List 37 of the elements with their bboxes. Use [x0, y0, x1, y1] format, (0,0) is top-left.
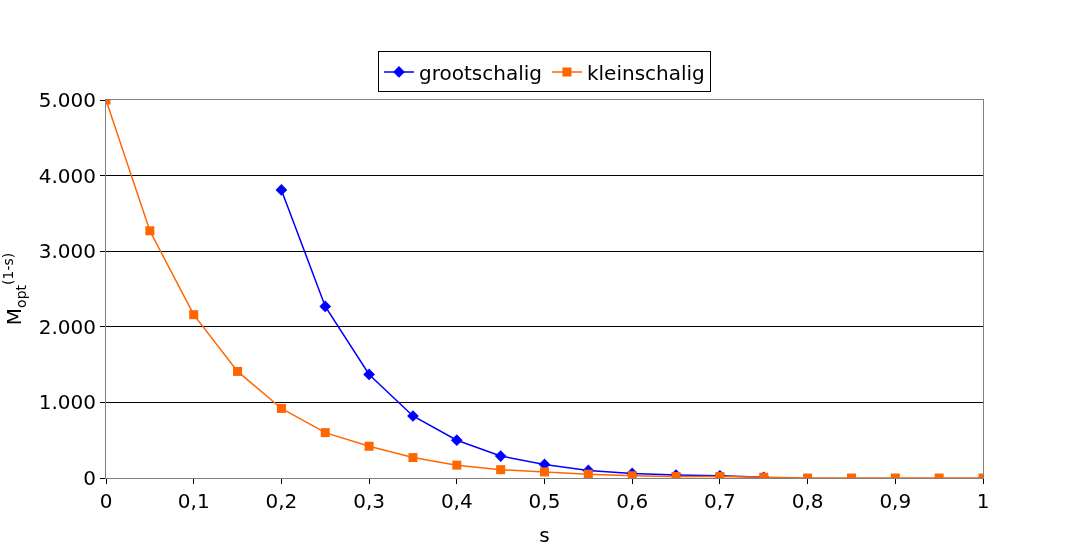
y-tick-label: 0 [83, 466, 96, 490]
x-tick-label: 0,2 [265, 489, 298, 513]
x-tick-label: 0,7 [703, 489, 736, 513]
point [583, 469, 593, 478]
point [494, 450, 507, 462]
point [320, 428, 330, 438]
point [364, 441, 374, 451]
x-axis-title: s [539, 522, 550, 547]
y-tick-label: 3.000 [38, 239, 96, 264]
y-tick-label: 2.000 [38, 314, 96, 339]
point [540, 467, 549, 477]
x-tick-label: 0,5 [528, 489, 561, 513]
point [408, 453, 418, 463]
x-tick-label: 0,9 [879, 489, 912, 513]
x-tick-label: 0,3 [353, 489, 386, 513]
point [496, 465, 506, 475]
y-tick-label: 1.000 [38, 390, 96, 415]
legend-label: grootschalig [419, 60, 542, 85]
x-tick-label: 1 [976, 489, 990, 513]
point [275, 184, 288, 196]
x-tick-label: 0,4 [440, 489, 473, 513]
point [627, 471, 637, 478]
point [233, 366, 243, 376]
y-tick-label: 4.000 [38, 163, 96, 188]
point [319, 300, 332, 313]
point [363, 368, 375, 381]
point [276, 403, 286, 413]
legend-label: kleinschalig [586, 60, 705, 85]
x-tick-label: 0 [99, 489, 113, 513]
x-tick-label: 0,8 [791, 489, 824, 513]
x-tick-label: 0,6 [616, 489, 649, 513]
x-tick-label: 0,1 [177, 489, 210, 513]
point [450, 434, 463, 447]
point [145, 226, 155, 236]
y-tick-label: 5.000 [38, 88, 96, 112]
point [452, 460, 462, 470]
point [189, 310, 199, 320]
